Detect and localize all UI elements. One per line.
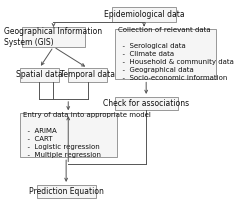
Text: Geographical Information
System (GIS): Geographical Information System (GIS): [4, 27, 103, 47]
Text: Spatial data: Spatial data: [16, 70, 62, 79]
Text: Check for associations: Check for associations: [103, 99, 189, 108]
FancyBboxPatch shape: [20, 68, 59, 82]
FancyBboxPatch shape: [112, 7, 176, 22]
Text: Temporal data: Temporal data: [60, 70, 115, 79]
FancyBboxPatch shape: [20, 113, 117, 157]
FancyBboxPatch shape: [115, 29, 216, 80]
FancyBboxPatch shape: [115, 97, 178, 110]
Text: Collection of relevant data

  -  Serological data
  -  Climate data
  -  Househ: Collection of relevant data - Serologica…: [118, 27, 234, 81]
FancyBboxPatch shape: [37, 185, 96, 198]
Text: Prediction Equation: Prediction Equation: [29, 187, 104, 196]
FancyBboxPatch shape: [22, 27, 85, 47]
FancyBboxPatch shape: [68, 68, 107, 82]
Text: Epidemiological data: Epidemiological data: [104, 10, 184, 19]
Text: Entry of data into appropriate model

  -  ARIMA
  -  CART
  -  Logistic regress: Entry of data into appropriate model - A…: [23, 112, 151, 158]
